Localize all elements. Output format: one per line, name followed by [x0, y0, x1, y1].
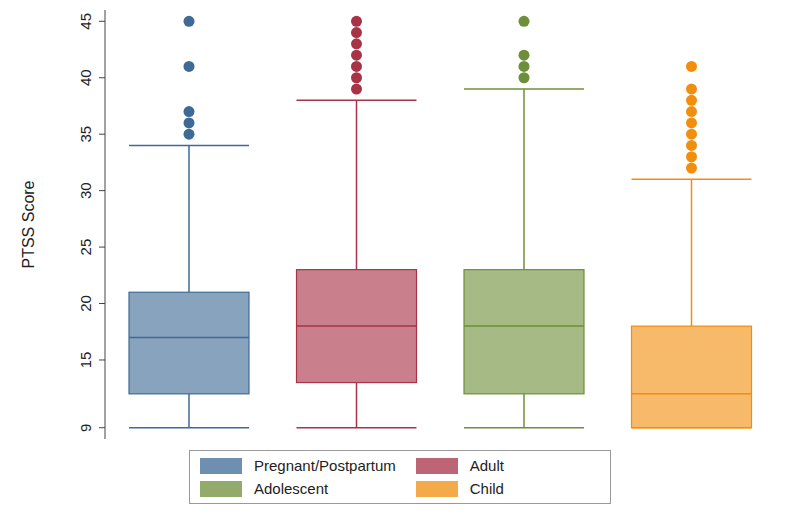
svg-text:20: 20: [77, 295, 94, 312]
svg-text:9: 9: [77, 424, 94, 432]
svg-text:40: 40: [77, 69, 94, 86]
svg-text:15: 15: [77, 352, 94, 369]
svg-text:30: 30: [77, 182, 94, 199]
svg-text:PTSS Score: PTSS Score: [20, 180, 37, 268]
html-text:Adolescent: Adolescent: [254, 480, 329, 497]
svg-text:45: 45: [77, 13, 94, 30]
html-text:Child: Child: [469, 480, 504, 497]
svg-text:25: 25: [77, 239, 94, 256]
html-text:Pregnant/Postpartum: Pregnant/Postpartum: [254, 457, 396, 474]
html-text:Adult: Adult: [469, 457, 504, 474]
svg-text:35: 35: [77, 126, 94, 143]
